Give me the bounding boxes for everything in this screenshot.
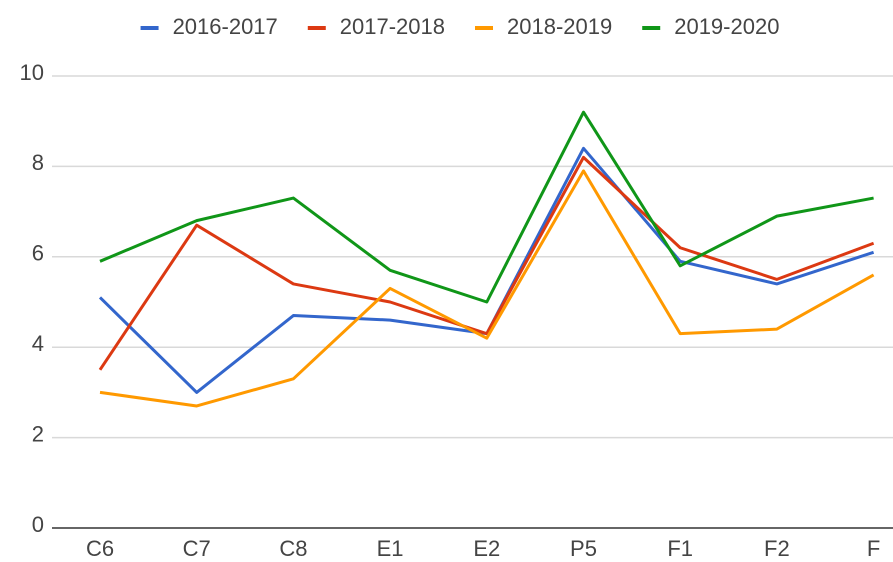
x-tick-label: C7	[183, 536, 211, 561]
y-tick-label: 10	[20, 60, 44, 85]
series-line	[98, 155, 875, 371]
x-tick-label: P5	[570, 536, 597, 561]
x-tick-label: C8	[279, 536, 307, 561]
series-line	[98, 146, 875, 394]
y-tick-label: 0	[32, 512, 44, 537]
y-tick-label: 4	[32, 331, 44, 356]
legend-label: 2017-2018	[340, 14, 445, 39]
y-tick-label: 6	[32, 241, 44, 266]
legend-label: 2016-2017	[173, 14, 278, 39]
x-tick-label: C6	[86, 536, 114, 561]
x-tick-label: F	[867, 536, 880, 561]
series-line	[99, 169, 875, 408]
series-line	[99, 110, 874, 304]
legend-label: 2018-2019	[507, 14, 612, 39]
legend-label: 2019-2020	[674, 14, 779, 39]
y-tick-label: 2	[32, 421, 44, 446]
x-tick-label: E1	[377, 536, 404, 561]
x-tick-label: E2	[473, 536, 500, 561]
x-tick-label: F2	[764, 536, 790, 561]
y-tick-label: 8	[32, 150, 44, 175]
x-tick-label: F1	[667, 536, 693, 561]
